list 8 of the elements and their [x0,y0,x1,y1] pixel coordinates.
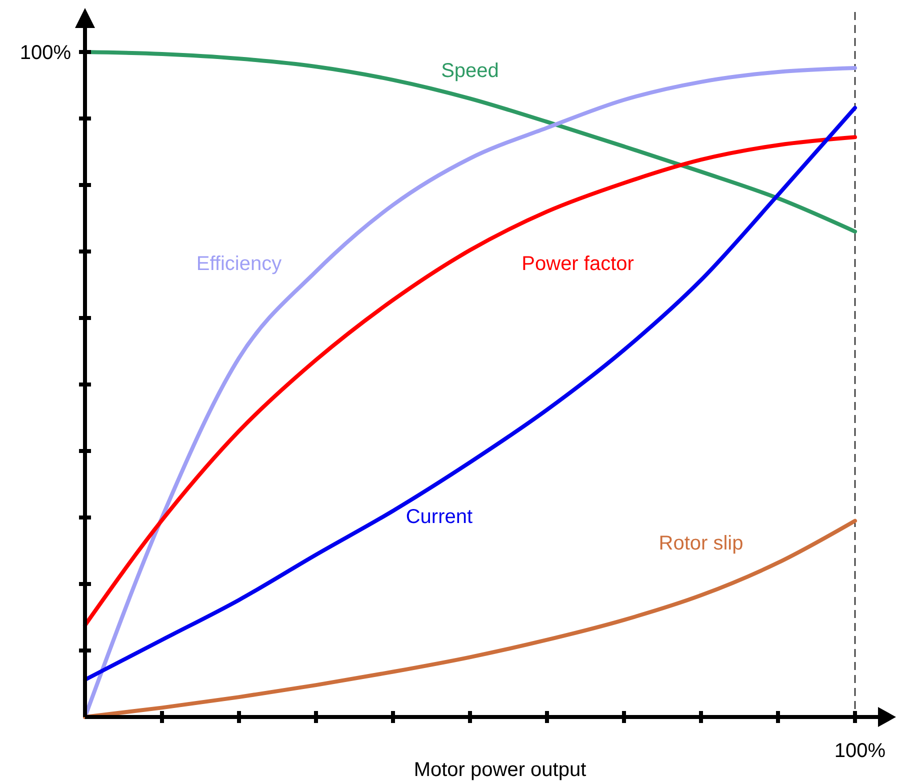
series-label: Speed [441,60,499,82]
series-label: Efficiency [196,253,282,276]
text: 100% [834,740,886,762]
x-axis-title: Motor power output [414,759,587,781]
text: 100% [20,42,72,64]
series-label: Current [406,506,473,528]
series-label: Rotor slip [658,532,744,554]
series-label: Power factor [522,253,634,276]
